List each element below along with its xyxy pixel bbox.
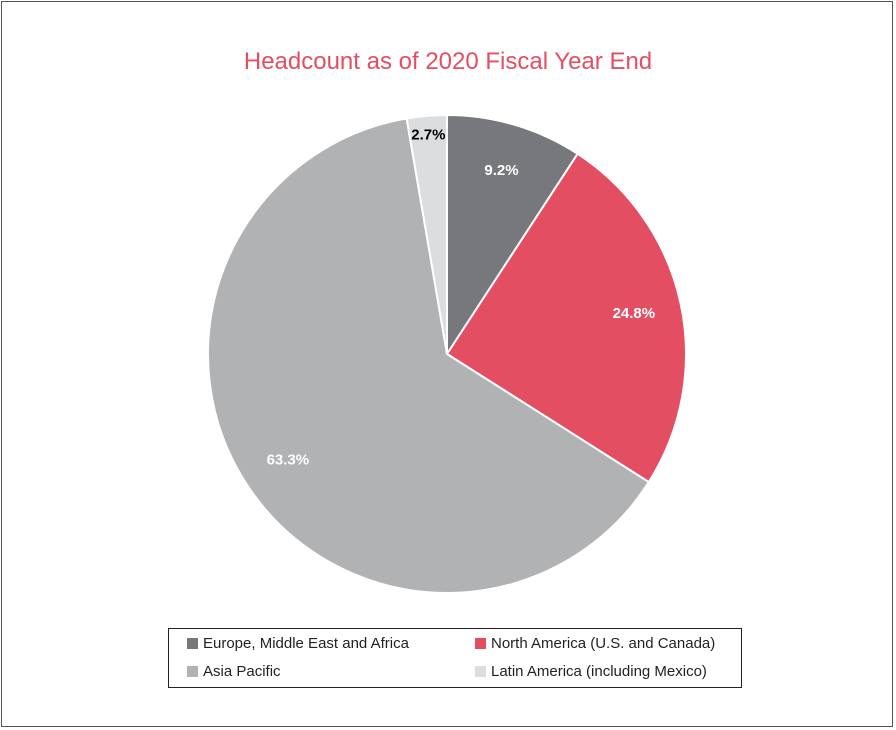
- slice-latin-america: [405, 113, 448, 355]
- data-label: 63.3%: [267, 451, 310, 468]
- chart-title: Headcount as of 2020 Fiscal Year End: [243, 48, 653, 75]
- slice-asia-pacific: [207, 117, 651, 594]
- data-label: 9.2%: [484, 162, 518, 179]
- data-label: 24.8%: [613, 305, 656, 322]
- legend-item-emea: Europe, Middle East and Africa: [187, 635, 409, 652]
- legend-label: Latin America (including Mexico): [491, 663, 707, 680]
- legend-item-asia-pacific: Asia Pacific: [187, 663, 281, 680]
- legend-label: North America (U.S. and Canada): [491, 635, 716, 652]
- legend-swatch: [475, 666, 486, 677]
- legend-label: Asia Pacific: [203, 663, 281, 680]
- legend-swatch: [187, 638, 198, 649]
- data-label: 2.7%: [411, 126, 445, 143]
- legend-item-latin-america: Latin America (including Mexico): [475, 663, 707, 680]
- legend-swatch: [187, 666, 198, 677]
- slice-north-america: [445, 152, 687, 484]
- legend-label: Europe, Middle East and Africa: [203, 635, 409, 652]
- slice-emea: [446, 113, 579, 358]
- legend-swatch: [475, 638, 486, 649]
- legend: Europe, Middle East and Africa North Ame…: [168, 628, 742, 688]
- legend-item-north-america: North America (U.S. and Canada): [475, 635, 715, 652]
